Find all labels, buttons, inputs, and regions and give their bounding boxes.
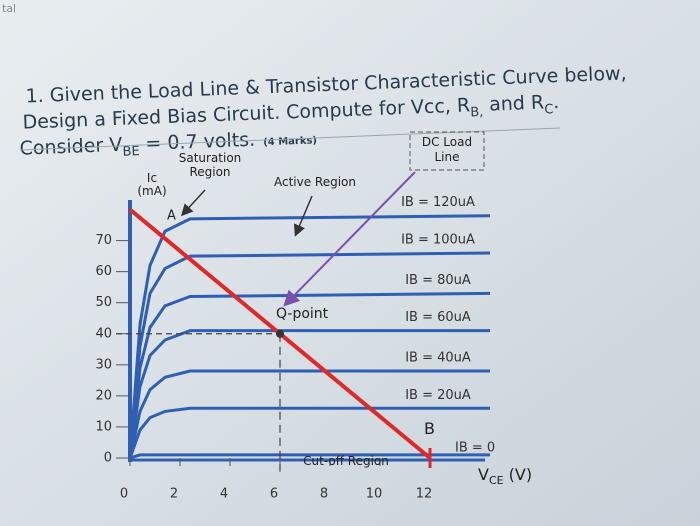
axis-label-line: (mA) [137, 184, 166, 198]
subscript: BE [122, 144, 140, 160]
ib-curve [128, 329, 490, 459]
annotation: Q-point [276, 306, 329, 322]
q-point [276, 329, 284, 338]
annotation-line: Region [189, 165, 230, 179]
axis-label: VCE (V) [478, 465, 532, 487]
marks: (4 Marks) [263, 135, 317, 148]
x-tick-label: 2 [170, 487, 178, 502]
annotation: A [167, 209, 176, 224]
subscript: C [544, 102, 554, 117]
annotation-line: Saturation [179, 151, 242, 165]
ib-curve [128, 291, 491, 459]
text: = 0.7 volts. [139, 129, 256, 155]
x-tick-label: 8 [320, 487, 328, 502]
y-tick-label: 60 [95, 264, 112, 279]
annotation: Active Region [274, 175, 356, 189]
y-tick-label: 20 [95, 388, 112, 403]
chart: 0 10 20 30 40 50 60 70 0 2 4 6 8 10 12 IB = 120uA IB = 1… [95, 131, 532, 502]
x-tick-label: 4 [220, 487, 228, 502]
y-tick-label: 0 [104, 451, 112, 466]
y-tick-label: 70 [95, 233, 112, 248]
y-tick-label: 30 [95, 357, 112, 372]
arrow [180, 189, 206, 217]
annotation: Cut-off Region [303, 454, 389, 468]
curve-label: IB = 100uA [401, 233, 475, 248]
ib-curve [128, 214, 491, 459]
annotation-line: DC Load [422, 135, 472, 149]
y-tick-label: 50 [95, 295, 112, 310]
x-tick-label: 12 [416, 487, 433, 502]
axis-label-line: Ic [147, 171, 157, 185]
axis-label-part: V [478, 465, 489, 484]
x-tick-label: 10 [366, 487, 383, 502]
curve-label: IB = 20uA [405, 388, 471, 403]
text: and R [483, 92, 545, 116]
x-tick-label: 6 [270, 487, 278, 502]
annotation: Saturation Region [179, 151, 242, 179]
annotation: DC Load Line [422, 135, 472, 164]
curve-label: IB = 0 [455, 440, 495, 455]
ib-curve [128, 406, 490, 459]
curve-label: IB = 120uA [401, 195, 475, 210]
ib-curve [128, 369, 490, 459]
y-tick-label: 40 [95, 326, 112, 341]
subscript: B, [470, 105, 484, 120]
x-tick-label: 0 [120, 487, 128, 502]
axis-label-part: CE [489, 474, 504, 487]
axis-label-part: (V) [504, 465, 533, 484]
curve-label: IB = 60uA [405, 310, 471, 325]
ib-curve [129, 453, 490, 460]
dc-load-line-box [409, 131, 485, 171]
curve-label: IB = 80uA [405, 273, 471, 288]
annotation-line: Line [434, 150, 459, 164]
arrow [283, 171, 416, 307]
axis-label: Ic (mA) [137, 171, 166, 198]
annotation: B [424, 419, 435, 438]
corner-text: tal [2, 2, 16, 15]
curve-label: IB = 40uA [405, 351, 471, 366]
y-tick-label: 10 [95, 419, 112, 434]
arrow [293, 195, 313, 237]
ib-curve [128, 251, 491, 459]
text: . [553, 91, 560, 113]
